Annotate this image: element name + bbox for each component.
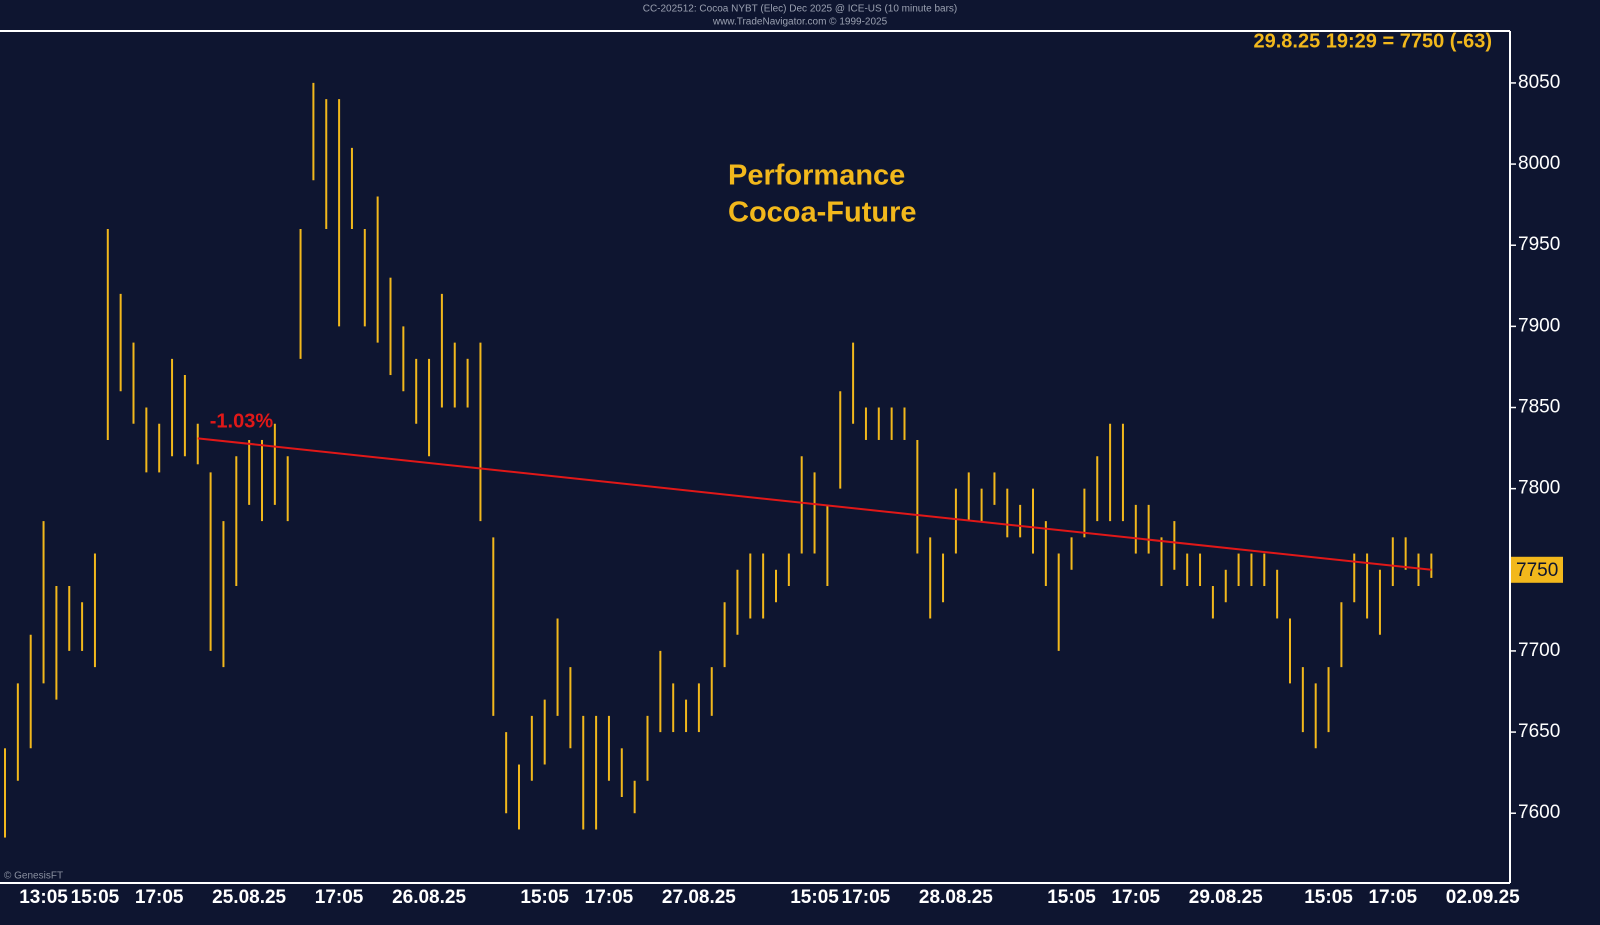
trend-line	[197, 437, 1432, 571]
x-tick-label: 17:05	[1368, 887, 1417, 908]
x-tick-label: 15:05	[520, 887, 569, 908]
x-tick-label: 15:05	[1047, 887, 1096, 908]
info-label: 29.8.25 19:29 = 7750 (-63)	[1253, 30, 1492, 52]
last-price-label: 7750	[1516, 560, 1558, 581]
y-tick-label: 7900	[1518, 315, 1560, 336]
annotation: Cocoa-Future	[728, 197, 917, 229]
last-price-box	[1511, 556, 1563, 583]
x-tick-label: 26.08.25	[392, 887, 466, 908]
x-tick-label: 17:05	[842, 887, 891, 908]
x-tick-label: 02.09.25	[1446, 887, 1520, 908]
x-tick-label: 27.08.25	[662, 887, 736, 908]
x-tick-label: 17:05	[135, 887, 184, 908]
credit: © GenesisFT	[4, 871, 63, 882]
trend-label: -1.03%	[210, 411, 274, 433]
x-tick-label: 17:05	[1111, 887, 1160, 908]
x-tick-label: 25.08.25	[212, 887, 286, 908]
y-tick-label: 7700	[1518, 640, 1560, 661]
y-tick-label: 8050	[1518, 72, 1560, 93]
y-tick-label: 8000	[1518, 153, 1560, 174]
x-tick-label: 15:05	[71, 887, 120, 908]
x-tick-label: 15:05	[790, 887, 839, 908]
y-tick-label: 7950	[1518, 234, 1560, 255]
y-tick-label: 7800	[1518, 478, 1560, 499]
x-tick-label: 17:05	[585, 887, 634, 908]
x-tick-label: 13:05	[19, 887, 68, 908]
y-tick-label: 7650	[1518, 721, 1560, 742]
annotation: Performance	[728, 160, 905, 192]
y-tick-label: 7850	[1518, 397, 1560, 418]
x-tick-label: 29.08.25	[1189, 887, 1263, 908]
y-tick-label: 7600	[1518, 802, 1560, 823]
header-line: CC-202512: Cocoa NYBT (Elec) Dec 2025 @ …	[643, 4, 958, 15]
x-tick-label: 28.08.25	[919, 887, 993, 908]
header-line: www.TradeNavigator.com © 1999-2025	[712, 17, 888, 28]
x-tick-label: 15:05	[1304, 887, 1353, 908]
x-tick-label: 17:05	[315, 887, 364, 908]
